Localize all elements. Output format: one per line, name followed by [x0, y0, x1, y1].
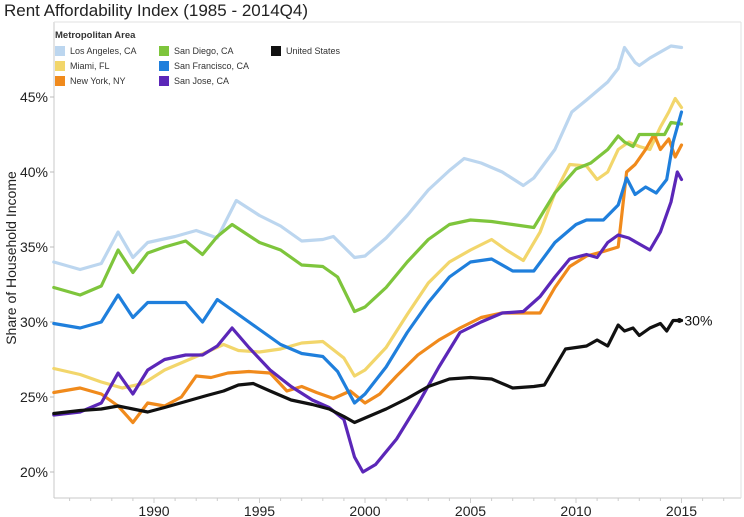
x-ticks: 1990 1995 2000 2005 2010 2015 — [69, 498, 725, 517]
axes — [53, 21, 742, 499]
y-tick-label: 20% — [20, 464, 48, 480]
legend-item[interactable]: Miami, FL — [55, 58, 159, 73]
legend-label: Los Angeles, CA — [70, 45, 137, 56]
legend-item[interactable]: United States — [271, 43, 371, 58]
legend-label: United States — [286, 45, 341, 56]
legend-item[interactable]: San Diego, CA — [159, 43, 271, 58]
series-line-los-angeles-ca — [52, 44, 684, 272]
legend-label: San Jose, CA — [174, 75, 230, 86]
legend-items: Los Angeles, CA Miami, FL New York, NY San … — [55, 43, 375, 88]
end-point-marker — [676, 318, 682, 323]
y-tick-label: 25% — [20, 389, 48, 405]
legend-label: New York, NY — [70, 75, 126, 86]
chart-title: Rent Affordability Index (1985 - 2014Q4) — [4, 1, 308, 20]
series-line-san-jose-ca — [52, 170, 684, 474]
y-tick-label: 35% — [20, 239, 48, 255]
legend-label: San Diego, CA — [174, 45, 234, 56]
y-tick-label: 30% — [20, 314, 48, 330]
series-line-new-york-ny — [52, 132, 684, 425]
series-lines — [52, 44, 684, 474]
series-line-miami-fl — [52, 96, 684, 390]
legend-swatch — [55, 75, 65, 86]
series-line-united-states — [52, 318, 684, 425]
y-tick-label: 45% — [20, 89, 48, 105]
x-tick-label: 2000 — [349, 503, 380, 517]
legend-item[interactable]: San Jose, CA — [159, 73, 271, 88]
legend-item[interactable]: Los Angeles, CA — [55, 43, 159, 58]
x-tick-label: 2015 — [666, 503, 697, 517]
legend-label: Miami, FL — [70, 60, 110, 71]
annotations: 30% — [676, 313, 712, 329]
y-axis-label: Share of Household Income — [3, 171, 19, 345]
legend-swatch — [55, 60, 65, 71]
end-value-label: 30% — [684, 313, 712, 329]
legend-swatch — [271, 45, 281, 56]
y-ticks: 20% 25% 30% 35% 40% 45% — [20, 89, 54, 480]
x-tick-label: 2010 — [560, 503, 591, 517]
legend: Metropolitan Area Los Angeles, CA Miami, … — [55, 30, 375, 88]
series-line-san-francisco-ca — [52, 110, 684, 405]
legend-swatch — [159, 75, 169, 86]
legend-swatch — [159, 60, 169, 71]
legend-title: Metropolitan Area — [55, 30, 136, 41]
x-tick-label: 2005 — [455, 503, 486, 517]
legend-swatch — [159, 45, 169, 56]
legend-item[interactable]: San Francisco, CA — [159, 58, 271, 73]
legend-swatch — [55, 45, 65, 56]
x-tick-label: 1995 — [244, 503, 275, 517]
y-tick-label: 40% — [20, 164, 48, 180]
legend-item[interactable]: New York, NY — [55, 73, 159, 88]
x-tick-label: 1990 — [138, 503, 169, 517]
series-line-san-diego-ca — [52, 120, 684, 314]
legend-label: San Francisco, CA — [174, 60, 250, 71]
